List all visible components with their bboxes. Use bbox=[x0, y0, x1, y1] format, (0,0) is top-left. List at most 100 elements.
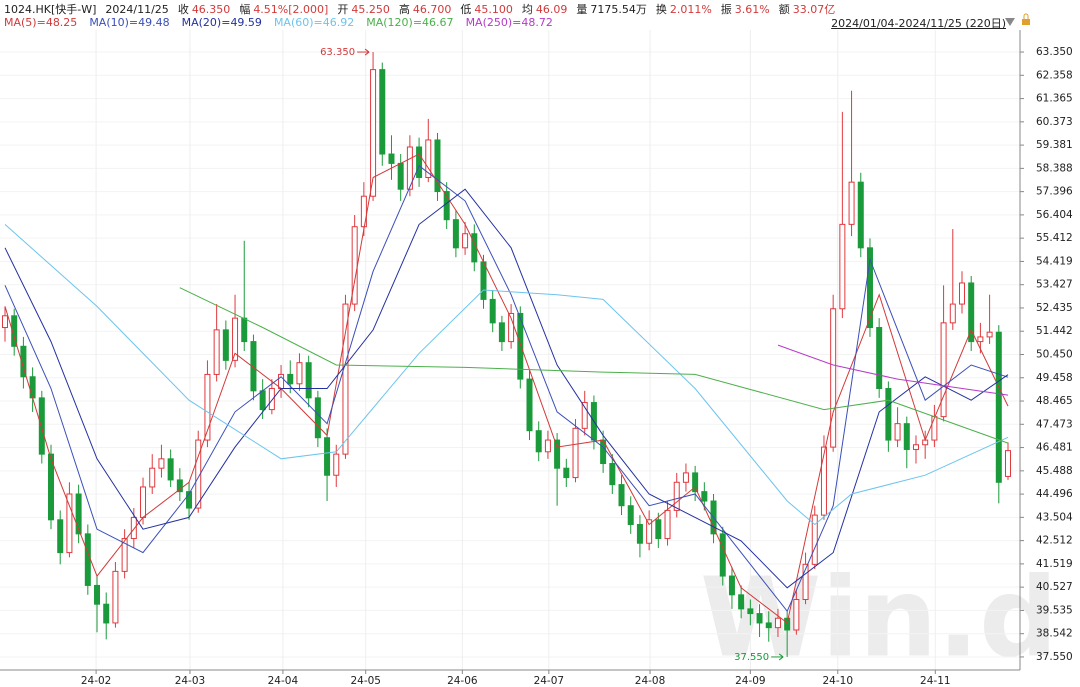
candle-body bbox=[268, 387, 275, 411]
candle-body bbox=[232, 317, 239, 361]
header-value: 3.61% bbox=[734, 3, 770, 16]
candle-body bbox=[517, 312, 524, 380]
y-tick-label: 47.473 bbox=[1036, 418, 1073, 430]
header-value: 7175.54万 bbox=[590, 3, 647, 16]
candle-body bbox=[480, 261, 487, 300]
candle-body bbox=[94, 584, 101, 605]
candle-body bbox=[416, 146, 423, 178]
candle-body bbox=[682, 472, 689, 483]
candle-body bbox=[370, 69, 377, 197]
candle-body bbox=[738, 594, 745, 610]
y-tick-label: 39.535 bbox=[1036, 604, 1073, 616]
range-selector[interactable]: 2024/01/04-2024/11/25 (220日) bbox=[831, 17, 1006, 30]
header-label: 幅 bbox=[239, 3, 251, 16]
y-tick-label: 55.412 bbox=[1036, 232, 1073, 244]
candle-body bbox=[857, 181, 864, 249]
candle-body bbox=[425, 139, 432, 178]
candle-body bbox=[655, 519, 662, 540]
candle-body bbox=[664, 509, 671, 540]
candle-body bbox=[535, 430, 542, 453]
candle-body bbox=[554, 439, 561, 469]
x-tick-label: 24-03 bbox=[175, 675, 206, 687]
x-tick-label: 24-11 bbox=[920, 675, 951, 687]
candle-body bbox=[646, 519, 653, 544]
candle-body bbox=[931, 416, 938, 441]
candle-body bbox=[811, 514, 818, 565]
candle-body bbox=[830, 308, 837, 448]
candle-body bbox=[636, 523, 643, 544]
header-value: 2.011% bbox=[669, 3, 712, 16]
header-label: 均 bbox=[521, 3, 533, 16]
candle-body bbox=[75, 493, 82, 535]
candle-body bbox=[176, 479, 183, 493]
y-tick-label: 46.481 bbox=[1036, 442, 1073, 454]
header-value: 4.51%[2.000] bbox=[253, 3, 329, 16]
annotation-arrowhead bbox=[778, 653, 784, 661]
candle-body bbox=[793, 599, 800, 631]
y-tick-label: 54.419 bbox=[1036, 255, 1073, 267]
candle-body bbox=[20, 345, 27, 378]
candle-body bbox=[112, 570, 119, 624]
candle-body bbox=[673, 481, 680, 511]
y-tick-label: 42.512 bbox=[1036, 535, 1073, 547]
candle-body bbox=[692, 472, 699, 493]
x-tick-label: 24-10 bbox=[823, 675, 854, 687]
candle-body bbox=[747, 608, 754, 615]
header-label: 1024.HK[快手-W] bbox=[4, 3, 97, 16]
header-label: 换 bbox=[655, 3, 667, 16]
candle-body bbox=[848, 181, 855, 225]
candle-body bbox=[66, 493, 73, 554]
annotation-arrowhead bbox=[364, 48, 370, 56]
candle-body bbox=[784, 617, 791, 631]
x-tick-label: 24-04 bbox=[268, 675, 299, 687]
candle-body bbox=[287, 373, 294, 385]
y-tick-label: 50.450 bbox=[1036, 348, 1073, 360]
legend-entry: MA(10)=49.48 bbox=[89, 16, 170, 29]
header-label: 收 bbox=[177, 3, 189, 16]
candle-body bbox=[305, 362, 312, 399]
candle-body bbox=[774, 617, 781, 629]
candle-body bbox=[609, 463, 616, 486]
annotation: 37.550 bbox=[734, 652, 769, 663]
candle-body bbox=[876, 327, 883, 389]
header-value: 45.250 bbox=[351, 3, 390, 16]
candle-body bbox=[958, 282, 965, 305]
candle-body bbox=[296, 362, 303, 385]
legend-entry: MA(60)=46.92 bbox=[273, 16, 355, 29]
header-label: 额 bbox=[778, 3, 790, 16]
candle-body bbox=[839, 223, 846, 310]
y-tick-label: 41.519 bbox=[1036, 558, 1073, 570]
candle-body bbox=[222, 329, 229, 361]
y-tick-label: 59.381 bbox=[1036, 139, 1073, 151]
candle-body bbox=[719, 533, 726, 577]
candle-body bbox=[11, 315, 18, 347]
x-tick-label: 24-08 bbox=[635, 675, 666, 687]
candle-body bbox=[940, 322, 947, 418]
ma-line bbox=[777, 344, 1009, 396]
candle-body bbox=[701, 491, 708, 502]
y-tick-label: 52.435 bbox=[1036, 302, 1073, 314]
candle-body bbox=[149, 467, 156, 488]
header-label: 高 bbox=[398, 3, 410, 16]
ma-legend: MA(5)=48.25 MA(10)=49.48 MA(20)=49.59 MA(60… bbox=[4, 16, 565, 29]
ma-line bbox=[179, 287, 1009, 444]
y-tick-label: 49.458 bbox=[1036, 372, 1073, 384]
candle-body bbox=[29, 376, 36, 399]
ma-line bbox=[4, 224, 1009, 526]
candle-body bbox=[885, 387, 892, 441]
candle-body bbox=[581, 402, 588, 429]
candle-body bbox=[572, 427, 579, 479]
x-tick-label: 24-06 bbox=[447, 675, 478, 687]
ma-line bbox=[4, 153, 1009, 624]
legend-entry: MA(20)=49.59 bbox=[181, 16, 262, 29]
candle-body bbox=[57, 519, 64, 554]
legend-entry: MA(250)=48.72 bbox=[465, 16, 553, 29]
legend-entry: MA(5)=48.25 bbox=[4, 16, 78, 29]
header-label: 开 bbox=[337, 3, 349, 16]
dropdown-icon[interactable] bbox=[1005, 18, 1015, 26]
candle-body bbox=[489, 298, 496, 324]
lock-icon[interactable] bbox=[1022, 19, 1030, 25]
candle-body bbox=[802, 563, 809, 601]
header-value: 33.07亿 bbox=[792, 3, 836, 16]
